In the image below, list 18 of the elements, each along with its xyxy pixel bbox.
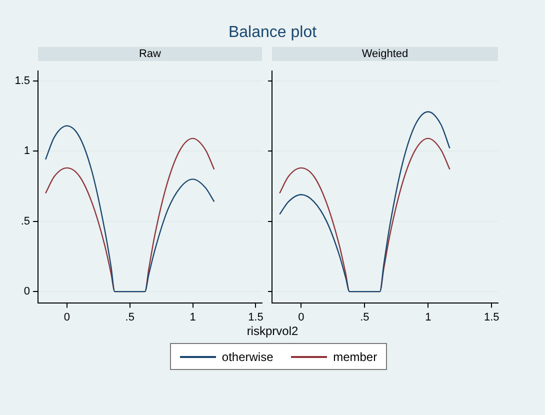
x-tick-label: .5 xyxy=(360,311,370,324)
x-tick-label: .5 xyxy=(125,311,134,324)
y-tick-label: 1.5 xyxy=(14,74,30,87)
x-tick-label: 1.5 xyxy=(484,311,500,324)
chart-subtitle: Weighted xyxy=(272,47,498,61)
chart-title: Balance plot xyxy=(227,24,318,42)
y-tick-label: 0 xyxy=(24,286,30,298)
legend-label: member xyxy=(332,350,378,364)
x-tick-label: 0 xyxy=(298,311,304,324)
chart-subtitle: Raw xyxy=(38,47,262,61)
y-tick-label: .5 xyxy=(20,215,30,228)
x-tick-label: 1.5 xyxy=(248,311,264,324)
y-tick-label: 1 xyxy=(24,145,30,158)
legend-label: otherwise xyxy=(220,350,274,364)
x-tick-label: 1 xyxy=(425,311,432,324)
x-axis-title: riskprvol2 xyxy=(246,324,300,338)
x-tick-label: 0 xyxy=(64,311,70,324)
x-tick-label: 1 xyxy=(190,311,196,324)
